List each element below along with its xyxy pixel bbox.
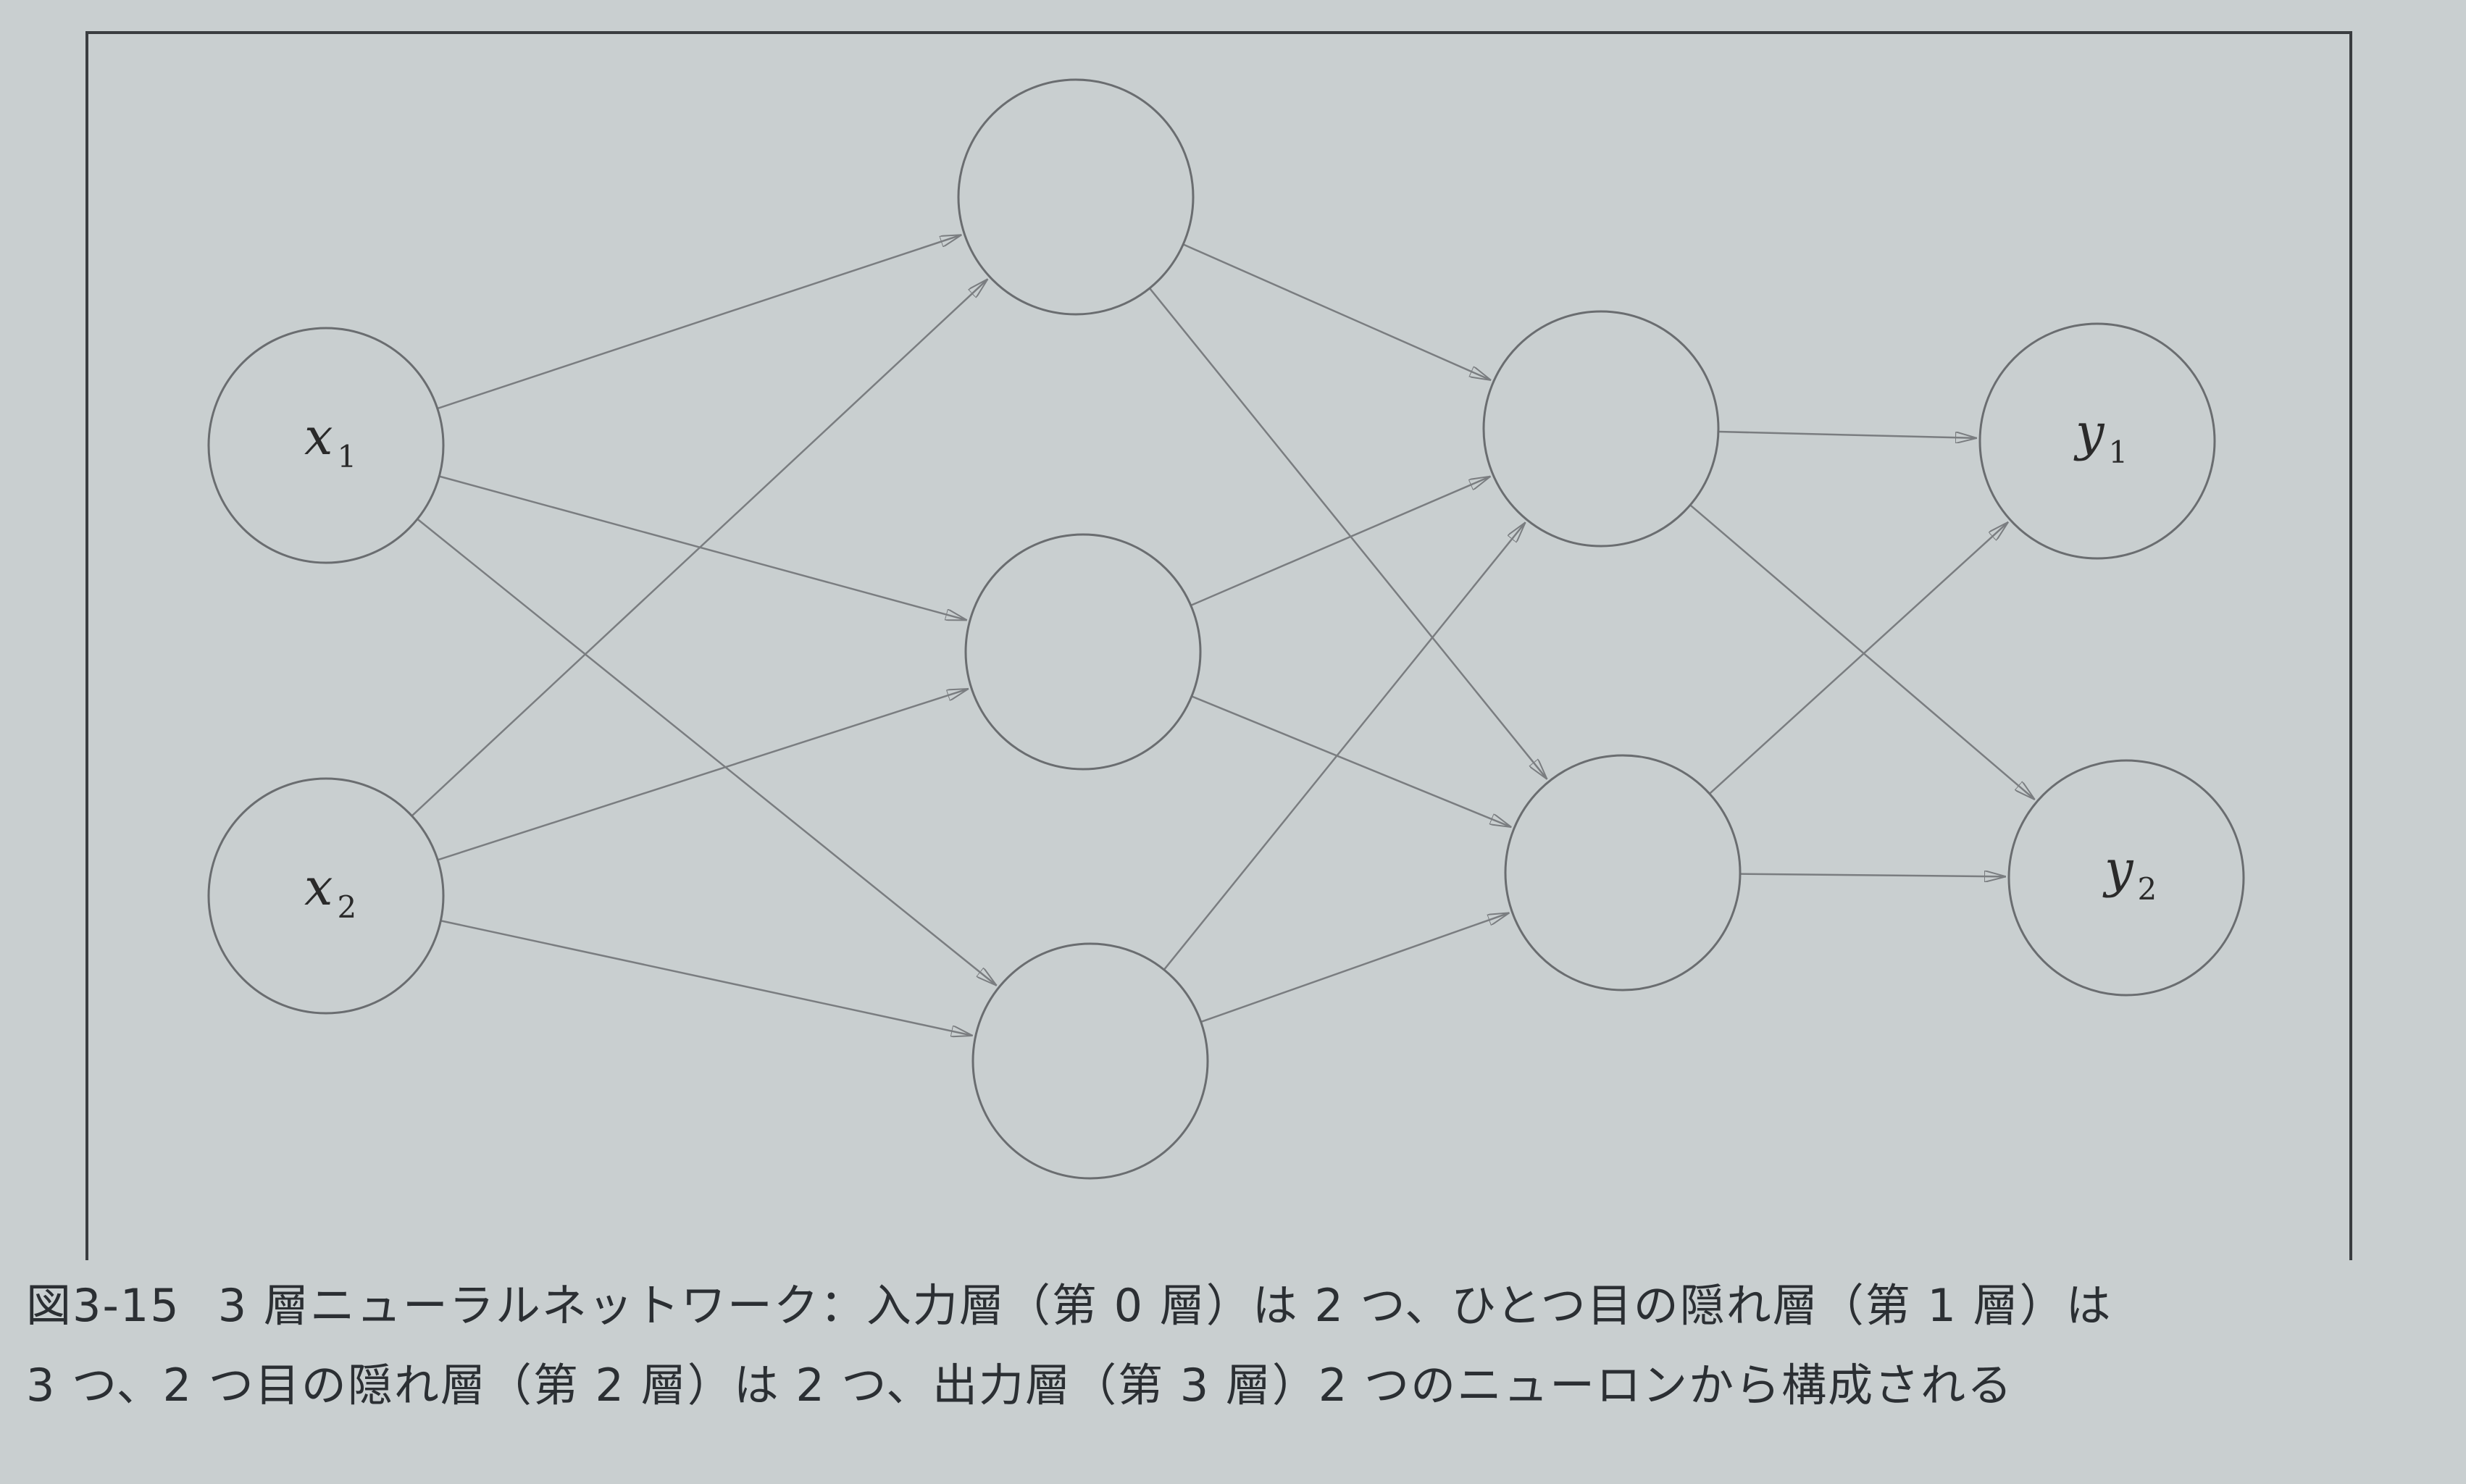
neuron-subscript: 2 [337, 889, 356, 925]
connection-l1-n1-to-l2-n1 [1182, 243, 1491, 380]
connection-l0-n1-to-l1-n1 [437, 235, 962, 410]
connection-l0-n2-to-l1-n2 [437, 689, 969, 861]
connection-l2-n2-to-l3-n1 [1708, 522, 2008, 795]
neuron-layer1-1 [957, 78, 1195, 316]
neural-network-diagram: x 1 x 2 y 1 y 2 [85, 31, 2352, 1260]
neuron-subscript: 1 [2109, 435, 2128, 470]
connection-l1-n3-to-l2-n2 [1200, 913, 1510, 1023]
neuron-subscript: 2 [2138, 871, 2157, 907]
connection-l0-n1-to-l1-n2 [438, 475, 967, 621]
neuron-layer3-1 [1978, 322, 2216, 560]
connection-l0-n2-to-l1-n3 [440, 919, 972, 1036]
connection-l1-n2-to-l2-n2 [1191, 695, 1511, 827]
connection-l0-n1-to-l1-n3 [417, 518, 997, 986]
neuron-subscript: 1 [337, 439, 356, 474]
connection-l1-n1-to-l2-n2 [1148, 288, 1547, 779]
connection-l2-n1-to-l3-n1 [1718, 430, 1977, 438]
connection-l1-n3-to-l2-n1 [1163, 522, 1526, 971]
neuron-layer3-2 [2007, 759, 2245, 997]
connection-l1-n2-to-l2-n1 [1190, 477, 1491, 607]
connections [411, 235, 2034, 1036]
neuron-layer1-3 [971, 942, 1209, 1180]
figure-caption-line-1: 図3-15 3 層ニューラルネットワーク：入力層（第 0 層）は 2 つ、ひとつ目… [26, 1269, 2112, 1334]
neuron-layer1-2 [964, 533, 1202, 771]
neurons: x 1 x 2 y 1 y 2 [207, 78, 2245, 1180]
neuron-layer2-1 [1482, 310, 1720, 548]
neuron-layer2-2 [1504, 754, 1742, 992]
connection-l0-n2-to-l1-n1 [411, 279, 987, 817]
figure-number: 図3-15 [26, 1279, 180, 1332]
neuron-layer0-2 [207, 777, 445, 1015]
neuron-layer0-1 [207, 327, 445, 564]
connection-l2-n2-to-l3-n2 [1739, 874, 2006, 877]
caption-text-1: 3 層ニューラルネットワーク：入力層（第 0 層）は 2 つ、ひとつ目の隠れ層（… [217, 1279, 2112, 1332]
connection-l2-n1-to-l3-n2 [1689, 504, 2035, 800]
figure-caption-line-2: 3 つ、2 つ目の隠れ層（第 2 層）は 2 つ、出力層（第 3 層）2 つのニ… [26, 1359, 2014, 1412]
figure-frame [85, 31, 2352, 1260]
